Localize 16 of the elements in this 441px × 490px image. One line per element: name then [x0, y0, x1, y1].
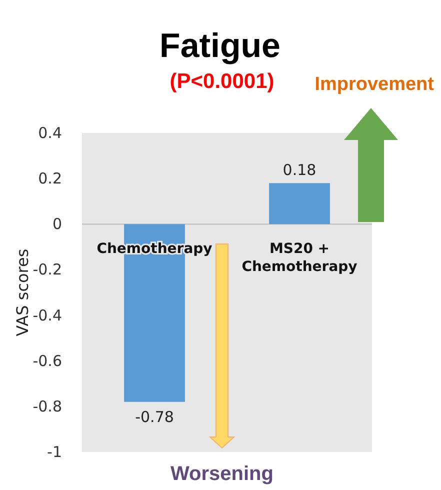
- text: Worsening: [170, 463, 274, 485]
- y-tick-label: -0.4: [32, 306, 62, 324]
- y-tick-label: 0.4: [38, 124, 62, 142]
- y-tick-label: -0.6: [32, 352, 62, 370]
- x-tick-label: MS20 + Chemotherapy: [242, 241, 358, 276]
- data-label: -0.78: [135, 408, 174, 426]
- text: Improvement: [314, 74, 435, 95]
- y-tick-label: -0.8: [32, 397, 62, 416]
- data-label: 0.18: [282, 161, 316, 180]
- y-axis-title: VAS scores: [13, 248, 32, 336]
- chart-title: Fatigue: [160, 27, 280, 65]
- y-tick-label: 0: [52, 215, 62, 234]
- y-tick-label: -0.2: [32, 260, 62, 279]
- y-tick-label: -1: [47, 443, 62, 461]
- chart-subtitle: (P<0.0001): [170, 70, 274, 93]
- y-tick-label: 0.2: [38, 170, 62, 188]
